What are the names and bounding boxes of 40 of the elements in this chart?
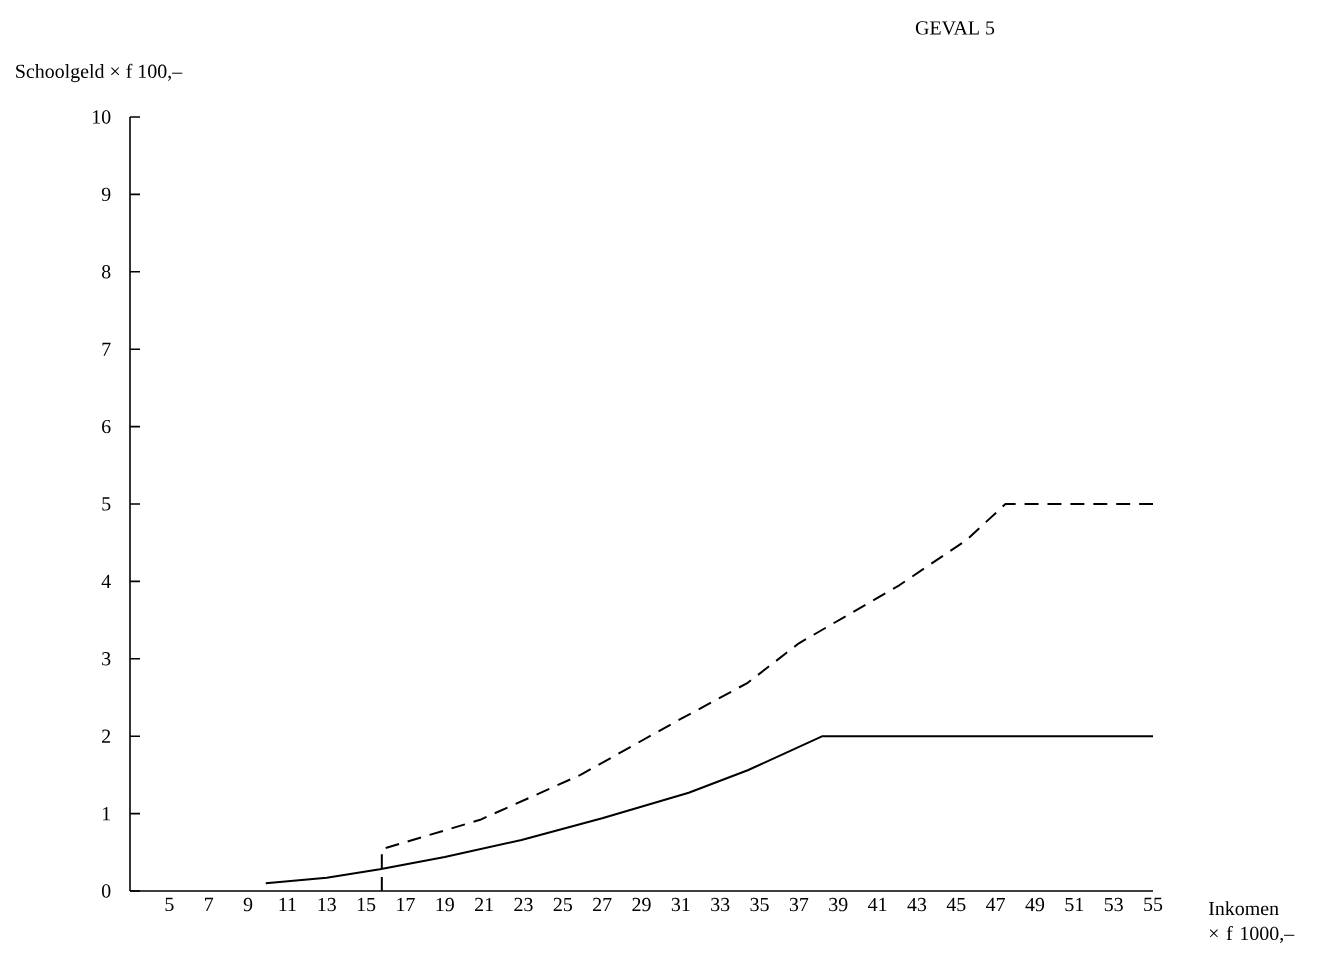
y-tick-label: 7	[102, 342, 111, 356]
y-tick-label: 8	[101, 265, 111, 279]
x-tick-label: 15	[357, 897, 376, 912]
x-tick-label: 43	[907, 897, 927, 912]
y-tick-label: 6	[102, 419, 111, 434]
x-tick-label: 29	[632, 897, 651, 912]
y-tick-label: 5	[102, 497, 111, 511]
x-tick-label: 49	[1025, 897, 1045, 912]
y-tick-label: 2	[102, 729, 111, 743]
x-tick-label: 13	[318, 897, 336, 912]
y-axis-title: Schoolgeld × f 100,–	[16, 63, 183, 83]
x-tick-label: 41	[868, 897, 887, 911]
x-tick-label: 5	[165, 897, 174, 912]
y-tick-label: 4	[101, 574, 111, 588]
x-tick-label: 35	[750, 897, 769, 912]
x-tick-label: 25	[553, 897, 572, 912]
x-tick-label: 37	[789, 897, 809, 912]
x-tick-label: 19	[436, 897, 454, 912]
x-tick-label: 33	[711, 897, 730, 912]
x-tick-label: 7	[205, 897, 214, 911]
x-tick-label: 17	[397, 897, 415, 911]
x-axis-title: Inkomen × f 1000,–	[1208, 901, 1295, 943]
chart-title: GEVAL 5	[915, 21, 995, 35]
x-tick-label: 23	[514, 897, 533, 912]
x-tick-label: 11	[279, 897, 296, 911]
y-tick-label: 0	[101, 884, 111, 898]
x-tick-label: 27	[593, 897, 612, 912]
x-tick-label: 31	[671, 897, 690, 912]
x-tick-label: 53	[1104, 897, 1123, 912]
x-tick-label: 51	[1065, 897, 1084, 912]
y-tick-label: 9	[101, 187, 111, 202]
y-tick-label: 3	[102, 652, 111, 666]
y-tick-label: 1	[102, 807, 110, 821]
x-tick-label: 45	[946, 897, 966, 912]
x-tick-label: 39	[829, 897, 848, 912]
x-tick-label: 47	[986, 897, 1006, 911]
x-tick-label: 9	[243, 897, 253, 912]
y-tick-label: 10	[92, 110, 111, 124]
x-tick-label: 21	[475, 897, 493, 912]
x-tick-label: 55	[1144, 897, 1163, 912]
